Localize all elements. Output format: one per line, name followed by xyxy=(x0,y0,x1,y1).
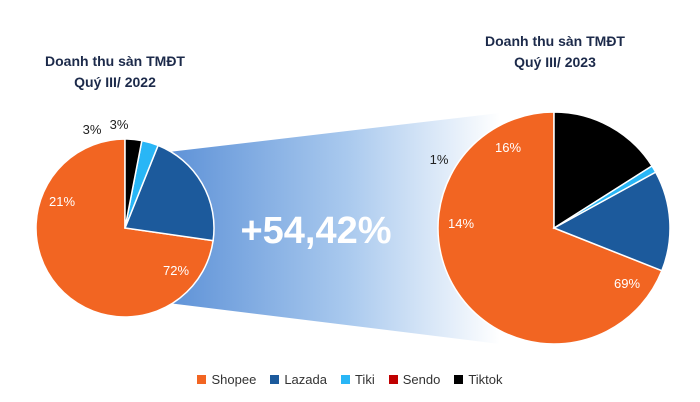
legend-swatch-tiki xyxy=(340,375,350,384)
growth-band xyxy=(160,113,500,344)
pie-2022-label-tiktok: 3% xyxy=(110,117,129,132)
legend-swatch-tiktok xyxy=(454,375,464,384)
legend-swatch-sendo xyxy=(388,375,398,384)
pie-2022-label-tiki: 3% xyxy=(83,122,102,137)
pie-2023-label-tiki: 1% xyxy=(430,152,449,167)
legend: Shopee Lazada Tiki Sendo Tiktok xyxy=(0,372,700,387)
legend-label-tiki: Tiki xyxy=(354,372,375,387)
chart-title-2023-line2: Quý III/ 2023 xyxy=(514,54,596,70)
legend-swatch-shopee xyxy=(197,375,207,384)
legend-label-lazada: Lazada xyxy=(284,372,327,387)
growth-label: +54,42% xyxy=(240,210,391,252)
legend-label-shopee: Shopee xyxy=(211,372,257,387)
pie-2023-label-shopee: 69% xyxy=(614,276,640,291)
pie-2022-slice-tiktok xyxy=(124,138,143,229)
pie-2023-slice-shopee xyxy=(437,111,663,345)
chart-title-2022-line1: Doanh thu sàn TMĐT xyxy=(45,53,185,69)
pie-2022: 72% 21% 3% 3% xyxy=(35,117,215,318)
pie-2023-label-tiktok: 16% xyxy=(495,140,521,155)
legend-label-sendo: Sendo xyxy=(402,372,441,387)
legend-item-tiki: Tiki xyxy=(340,372,375,387)
pie-2023-slice-tiktok xyxy=(553,111,653,230)
pie-2023-slice-lazada xyxy=(552,171,671,272)
legend-item-tiktok: Tiktok xyxy=(454,372,503,387)
legend-item-shopee: Shopee xyxy=(197,372,256,387)
pie-2023: 69% 14% 1% 16% xyxy=(430,111,671,345)
chart-title-2022-line2: Quý III/ 2022 xyxy=(74,74,156,90)
pie-2022-label-shopee: 72% xyxy=(163,263,189,278)
pie-2022-label-lazada: 21% xyxy=(49,194,75,209)
pie-2022-slice-lazada xyxy=(123,144,215,242)
legend-item-sendo: Sendo xyxy=(388,372,441,387)
chart-title-2023-line1: Doanh thu sàn TMĐT xyxy=(485,33,625,49)
legend-item-lazada: Lazada xyxy=(270,372,327,387)
pie-2023-label-lazada: 14% xyxy=(448,216,474,231)
legend-swatch-lazada xyxy=(270,375,280,384)
legend-label-tiktok: Tiktok xyxy=(468,372,503,387)
